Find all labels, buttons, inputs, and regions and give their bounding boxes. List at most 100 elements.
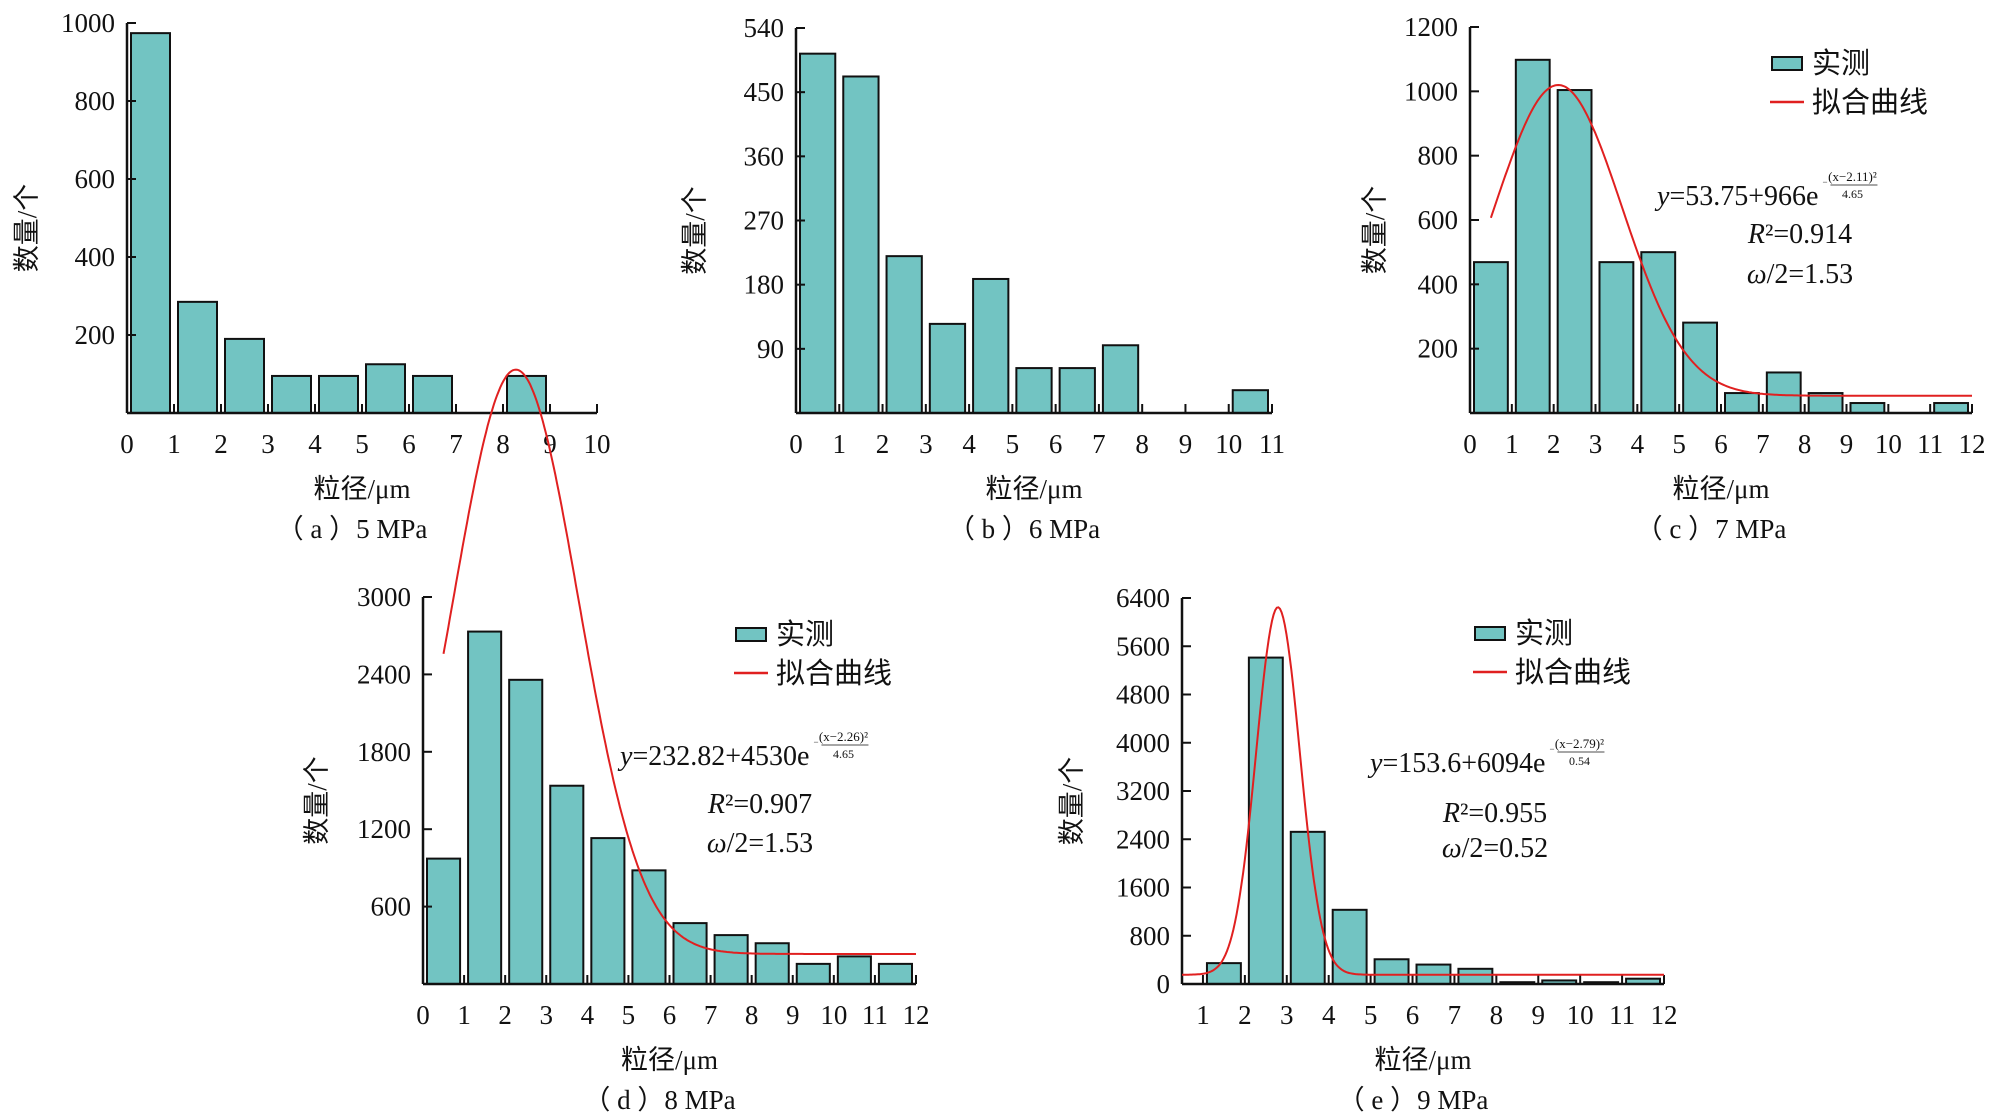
- x-tick-label-e: 9: [1532, 1000, 1546, 1030]
- fit-curve-e: [1182, 606, 1664, 976]
- x-tick-label-c: 10: [1875, 429, 1902, 459]
- equation-minus: −: [813, 737, 818, 747]
- y-tick-label-b: 180: [744, 270, 785, 300]
- y-tick-label-d: 1200: [357, 814, 411, 844]
- x-tick-label-c: 2: [1547, 429, 1561, 459]
- bar-d-8: [754, 942, 790, 986]
- x-tick-label-d: 11: [862, 1000, 888, 1030]
- bar-a-4: [318, 374, 359, 415]
- x-tick-label-c: 7: [1756, 429, 1770, 459]
- legend-label-fit: 拟合曲线: [776, 657, 892, 690]
- y-axis-title-e: 数量/个: [1057, 757, 1087, 846]
- legend-swatch-measured: [1771, 56, 1803, 71]
- bar-a-1: [177, 300, 218, 415]
- caption-a: （ a ）5 MPa: [277, 514, 428, 544]
- legend-label-fit: 拟合曲线: [1812, 86, 1928, 119]
- equation-exp-denominator: 4.65: [833, 747, 854, 761]
- y-tick-label-b: 450: [744, 77, 785, 107]
- equation-minus: −: [1549, 744, 1554, 754]
- bar-c-2: [1556, 89, 1593, 415]
- chart-b: 90 180 270 360 450 540 0 1 2 3 4 5 6 7 8 9 10 11 粒径/μm 数量/个…: [680, 13, 1285, 544]
- bar-e-4: [1373, 958, 1410, 985]
- legend-label-fit: 拟合曲线: [1515, 656, 1631, 689]
- bar-b-5: [1015, 367, 1053, 415]
- bar-d-5: [631, 869, 667, 986]
- bar-d-0: [426, 857, 462, 985]
- bar-a-8: [506, 374, 547, 415]
- legend-label-measured: 实测: [1515, 617, 1573, 650]
- x-tick-label-b: 3: [919, 429, 933, 459]
- y-tick-label-e: 4000: [1116, 728, 1170, 758]
- x-tick-label-a: 6: [402, 429, 416, 459]
- y-tick-label-e: 5600: [1116, 631, 1170, 661]
- x-tick-label-b: 7: [1092, 429, 1106, 459]
- r-squared: R²=0.907: [707, 789, 812, 820]
- x-tick-label-a: 5: [355, 429, 369, 459]
- y-tick-label-b: 540: [744, 13, 785, 43]
- bar-e-1: [1247, 656, 1284, 985]
- half-width: ω/2=1.53: [1747, 259, 1853, 290]
- x-tick-label-b: 4: [962, 429, 976, 459]
- x-tick-label-e: 10: [1567, 1000, 1594, 1030]
- x-tick-label-b: 2: [876, 429, 890, 459]
- x-tick-label-d: 4: [581, 1000, 595, 1030]
- bar-c-9: [1849, 402, 1886, 414]
- y-tick-label-e: 3200: [1116, 776, 1170, 806]
- x-axis-title-a: 粒径/μm: [314, 474, 411, 504]
- y-tick-label-b: 270: [744, 206, 785, 236]
- x-tick-label-a: 4: [308, 429, 322, 459]
- caption-c: （ c ）7 MPa: [1636, 514, 1787, 544]
- bar-d-10: [836, 955, 872, 985]
- bar-d-9: [795, 962, 831, 985]
- x-tick-label-a: 10: [584, 429, 611, 459]
- caption-b: （ b ）6 MPa: [948, 514, 1100, 544]
- equation-exp-numerator: (x−2.26)²: [819, 729, 868, 744]
- x-tick-label-b: 10: [1215, 429, 1242, 459]
- x-tick-label-c: 3: [1589, 429, 1603, 459]
- x-tick-label-c: 9: [1840, 429, 1854, 459]
- r-squared: R²=0.955: [1442, 798, 1547, 829]
- x-tick-label-c: 6: [1714, 429, 1728, 459]
- y-tick-label-e: 800: [1130, 921, 1171, 951]
- x-tick-label-e: 11: [1609, 1000, 1635, 1030]
- bar-b-4: [972, 277, 1010, 414]
- x-tick-label-a: 7: [449, 429, 463, 459]
- x-tick-label-e: 8: [1490, 1000, 1504, 1030]
- x-axis-title-d: 粒径/μm: [621, 1045, 718, 1075]
- x-axis-title-e: 粒径/μm: [1375, 1045, 1472, 1075]
- x-tick-label-e: 12: [1651, 1000, 1678, 1030]
- x-tick-label-c: 4: [1631, 429, 1645, 459]
- bar-a-6: [412, 374, 453, 415]
- x-tick-label-b: 8: [1135, 429, 1149, 459]
- x-tick-label-d: 5: [622, 1000, 636, 1030]
- bar-d-11: [877, 962, 914, 985]
- x-tick-label-d: 2: [498, 1000, 512, 1030]
- x-tick-label-a: 3: [261, 429, 275, 459]
- fit-equation-e: y=153.6+6094e − (x−2.79)² 0.54 R²=0.955 ω/2=0…: [1367, 736, 1605, 864]
- bar-b-2: [885, 255, 923, 415]
- y-tick-label-e: 1600: [1116, 873, 1170, 903]
- legend-label-measured: 实测: [776, 618, 834, 651]
- equation-text: y=53.75+966e: [1654, 181, 1818, 212]
- y-tick-label-d: 3000: [357, 582, 411, 612]
- bar-a-3: [271, 374, 312, 415]
- fit-equation-c: y=53.75+966e − (x−2.11)² 4.65 R²=0.914 ω/2=1.…: [1654, 169, 1878, 290]
- y-axis-title-c: 数量/个: [1360, 186, 1390, 275]
- bar-b-1: [842, 75, 880, 415]
- x-tick-label-b: 0: [789, 429, 803, 459]
- y-tick-label-a: 800: [75, 86, 116, 116]
- x-axis-title-c: 粒径/μm: [1673, 474, 1770, 504]
- x-tick-label-c: 8: [1798, 429, 1812, 459]
- x-tick-label-d: 12: [903, 1000, 930, 1030]
- half-width: ω/2=1.53: [707, 828, 813, 859]
- equation-minus: −: [1822, 177, 1827, 187]
- x-tick-label-b: 1: [833, 429, 847, 459]
- bar-a-0: [130, 32, 171, 414]
- y-tick-label-a: 200: [75, 320, 116, 350]
- x-tick-label-c: 5: [1672, 429, 1686, 459]
- fit-equation-d: y=232.82+4530e − (x−2.26)² 4.65 R²=0.907 ω/2=…: [617, 729, 869, 859]
- r-squared: R²=0.914: [1747, 219, 1852, 250]
